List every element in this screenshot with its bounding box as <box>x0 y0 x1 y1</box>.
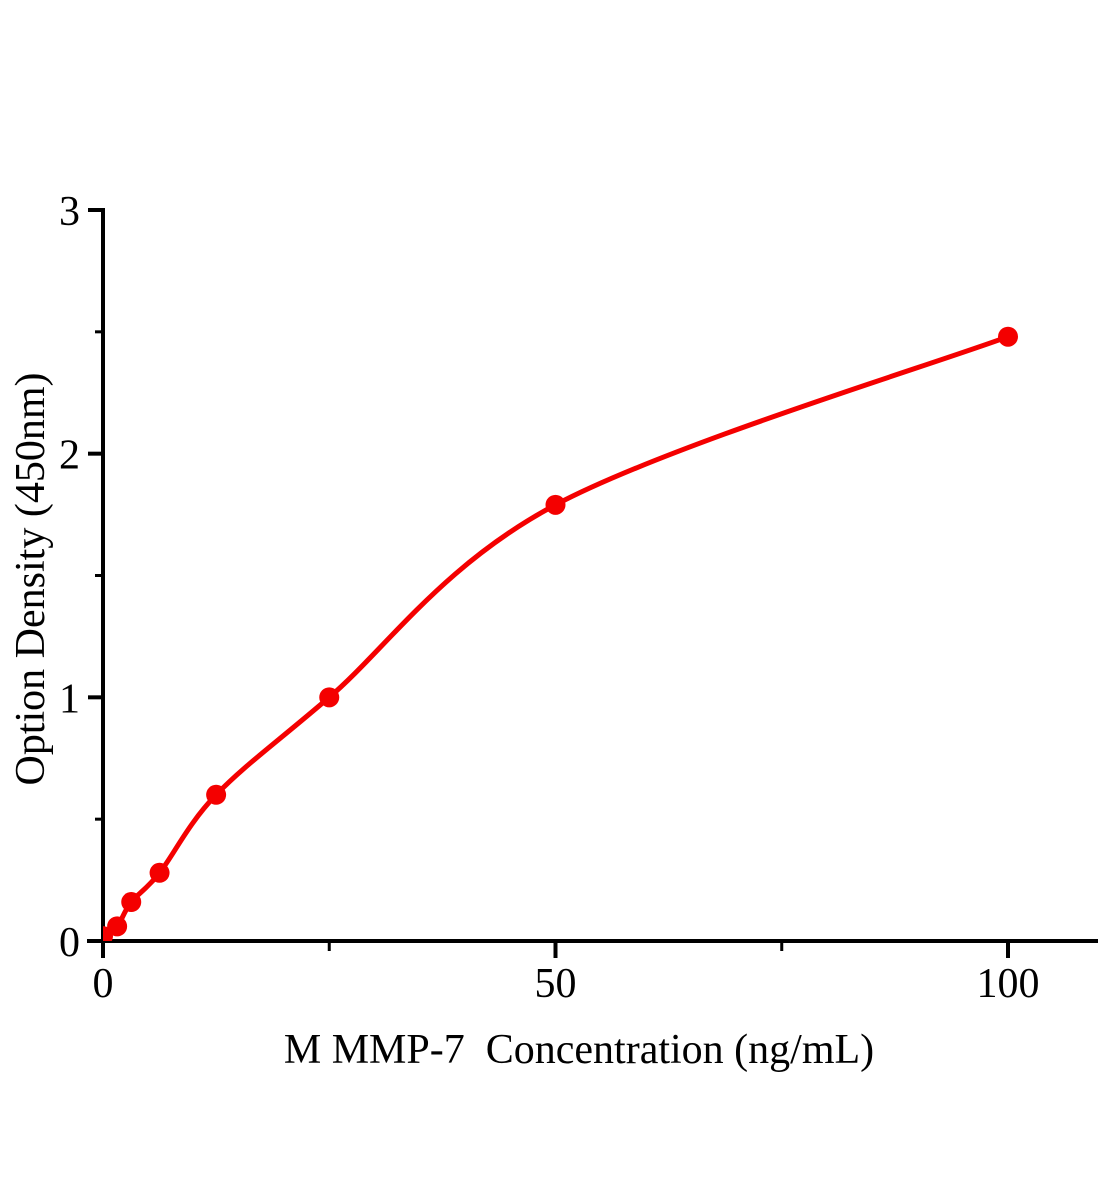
y-axis-title: Option Density (450nm) <box>8 373 54 786</box>
data-point-marker <box>206 784 227 805</box>
x-tick-label: 50 <box>535 961 577 1007</box>
x-tick-label: 0 <box>93 961 114 1007</box>
data-point-marker <box>121 892 142 913</box>
y-tick-label: 3 <box>59 189 80 235</box>
y-tick-label: 0 <box>59 920 80 966</box>
y-tick-label: 2 <box>59 433 80 479</box>
ticks-layer: 0 50 100 0 1 2 3 <box>59 189 1040 1007</box>
data-point-marker <box>149 862 170 883</box>
data-point-marker <box>998 326 1018 347</box>
x-tick-label: 100 <box>977 961 1040 1007</box>
fit-curve-line <box>103 334 1011 939</box>
data-point-marker <box>545 494 566 515</box>
series-layer <box>103 326 1018 941</box>
data-point-marker <box>319 687 340 708</box>
data-point-marker <box>107 916 128 937</box>
y-tick-label: 1 <box>59 676 80 722</box>
x-axis-title: M MMP-7 Concentration (ng/mL) <box>284 1027 874 1073</box>
